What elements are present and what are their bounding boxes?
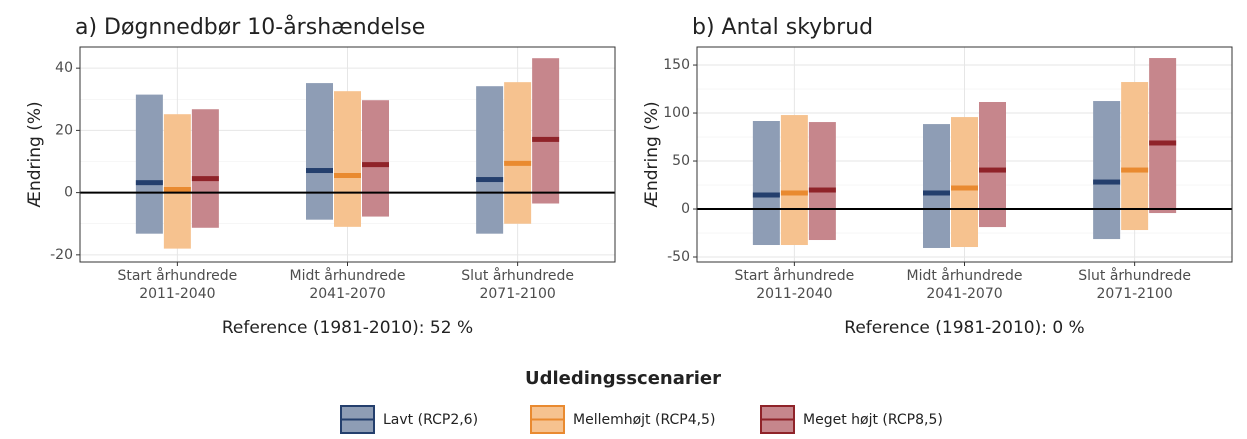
y-tick-label: 100 bbox=[663, 105, 690, 121]
median-line bbox=[1093, 179, 1121, 185]
median-line bbox=[951, 185, 978, 191]
y-tick-label: 0 bbox=[681, 201, 690, 217]
legend-label: Mellemhøjt (RCP4,5) bbox=[573, 412, 715, 428]
x-axis-label: Reference (1981-2010): 52 % bbox=[222, 318, 473, 338]
median-line bbox=[979, 167, 1006, 173]
panel-border bbox=[696, 46, 1233, 263]
panel-title: a) Døgnnedbør 10-årshændelse bbox=[75, 14, 425, 40]
median-line bbox=[135, 180, 163, 186]
x-tick-label: Slut århundrede bbox=[461, 267, 574, 284]
range-bar bbox=[1121, 82, 1149, 231]
range-bar bbox=[362, 100, 389, 217]
range-bar bbox=[923, 124, 950, 248]
legend-title: Udledingsscenarier bbox=[525, 368, 721, 389]
x-tick-label: Start århundrede bbox=[734, 267, 854, 284]
range-bar bbox=[752, 121, 780, 246]
range-bar bbox=[476, 86, 504, 234]
x-tick-label: 2071-2100 bbox=[479, 286, 555, 302]
median-line bbox=[334, 173, 361, 179]
legend-label: Meget højt (RCP8,5) bbox=[803, 412, 943, 428]
range-bar bbox=[504, 82, 532, 224]
range-bar bbox=[334, 91, 361, 227]
panel-border bbox=[79, 46, 616, 263]
range-bar bbox=[306, 83, 333, 220]
range-bar bbox=[1149, 58, 1177, 214]
median-line bbox=[476, 177, 504, 183]
range-bar bbox=[979, 101, 1006, 228]
median-line bbox=[752, 192, 780, 198]
range-bar bbox=[191, 109, 219, 228]
x-tick-label: 2071-2100 bbox=[1096, 286, 1172, 302]
range-bar bbox=[135, 94, 163, 234]
median-line bbox=[504, 160, 532, 166]
x-tick-label: 2011-2040 bbox=[756, 286, 832, 302]
range-bar bbox=[163, 114, 191, 249]
x-axis-label: Reference (1981-2010): 0 % bbox=[844, 318, 1084, 338]
y-tick-label: 40 bbox=[55, 60, 73, 76]
y-tick-label: -20 bbox=[50, 247, 73, 263]
legend-label: Lavt (RCP2,6) bbox=[383, 412, 478, 428]
range-bar bbox=[780, 115, 808, 246]
range-bar bbox=[1093, 101, 1121, 240]
y-tick-label: 50 bbox=[672, 153, 690, 169]
median-line bbox=[306, 168, 333, 174]
median-line bbox=[1149, 140, 1177, 146]
x-tick-label: 2041-2070 bbox=[309, 286, 385, 302]
median-line bbox=[808, 187, 836, 193]
panel-title: b) Antal skybrud bbox=[692, 15, 873, 40]
x-tick-label: Slut århundrede bbox=[1078, 267, 1191, 284]
range-bar bbox=[808, 122, 836, 241]
median-line bbox=[163, 187, 191, 193]
median-line bbox=[362, 162, 389, 168]
range-bar bbox=[532, 58, 560, 204]
median-line bbox=[191, 176, 219, 182]
x-tick-label: Midt århundrede bbox=[907, 267, 1023, 284]
x-tick-label: Start århundrede bbox=[117, 267, 237, 284]
median-line bbox=[780, 190, 808, 196]
range-bar bbox=[951, 117, 978, 248]
median-line bbox=[532, 136, 560, 142]
y-tick-label: 20 bbox=[55, 122, 73, 138]
median-line bbox=[923, 190, 950, 196]
y-tick-label: -50 bbox=[667, 249, 690, 265]
y-axis-label: Ændring (%) bbox=[25, 101, 45, 207]
y-tick-label: 150 bbox=[663, 57, 690, 73]
median-line bbox=[1121, 167, 1149, 173]
x-tick-label: 2011-2040 bbox=[139, 286, 215, 302]
y-tick-label: 0 bbox=[64, 185, 73, 201]
y-axis-label: Ændring (%) bbox=[642, 101, 662, 207]
x-tick-label: 2041-2070 bbox=[926, 286, 1002, 302]
x-tick-label: Midt århundrede bbox=[290, 267, 406, 284]
